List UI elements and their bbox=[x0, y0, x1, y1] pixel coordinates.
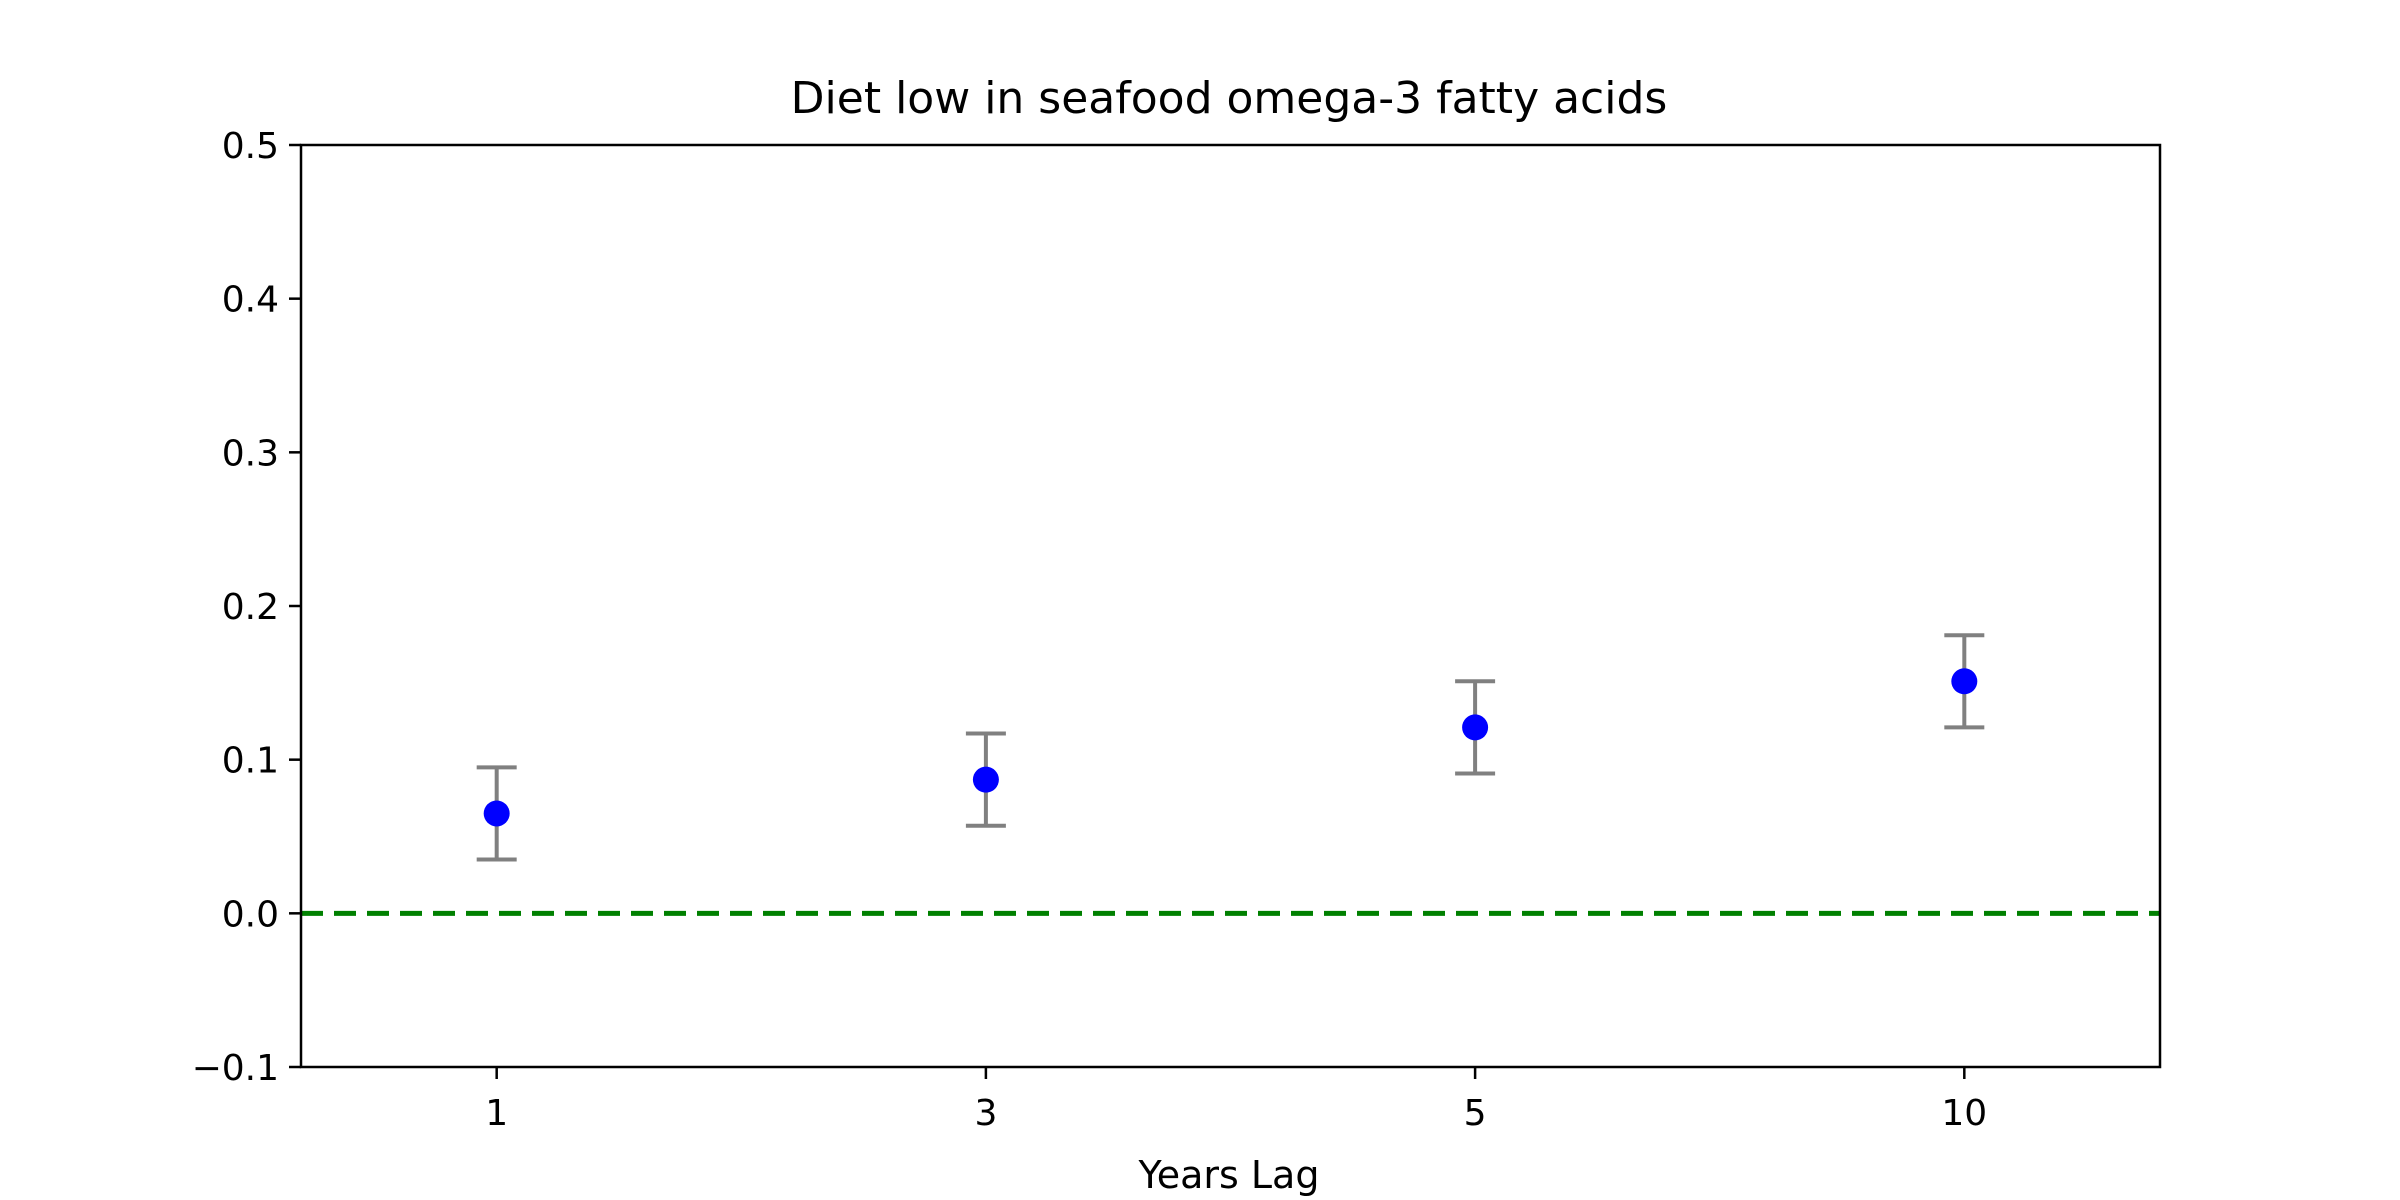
data-point bbox=[972, 766, 999, 793]
y-tick-label: 0.3 bbox=[222, 433, 279, 474]
x-tick-label: 1 bbox=[485, 1093, 508, 1134]
plot-area bbox=[301, 633, 2160, 916]
x-axis: 1 3 5 10 bbox=[485, 1067, 1987, 1134]
data-point bbox=[1951, 668, 1978, 695]
y-tick-label: 0.2 bbox=[222, 587, 279, 628]
chart-title: Diet low in seafood omega-3 fatty acids bbox=[791, 73, 1668, 124]
y-tick-label: 0.5 bbox=[222, 126, 279, 167]
x-axis-label: Years Lag bbox=[1138, 1153, 1320, 1197]
x-tick-label: 5 bbox=[1464, 1093, 1487, 1134]
y-axis: −0.1 0.0 0.1 0.2 0.3 0.4 0.5 bbox=[192, 126, 301, 1089]
y-tick-label: 0.4 bbox=[222, 280, 279, 321]
y-tick-label: −0.1 bbox=[192, 1048, 279, 1089]
x-tick-label: 10 bbox=[1941, 1093, 1987, 1134]
data-point bbox=[1462, 714, 1489, 741]
x-tick-label: 3 bbox=[974, 1093, 997, 1134]
y-tick-label: 0.1 bbox=[222, 741, 279, 782]
y-tick-label: 0.0 bbox=[222, 894, 279, 935]
data-point bbox=[483, 800, 510, 827]
